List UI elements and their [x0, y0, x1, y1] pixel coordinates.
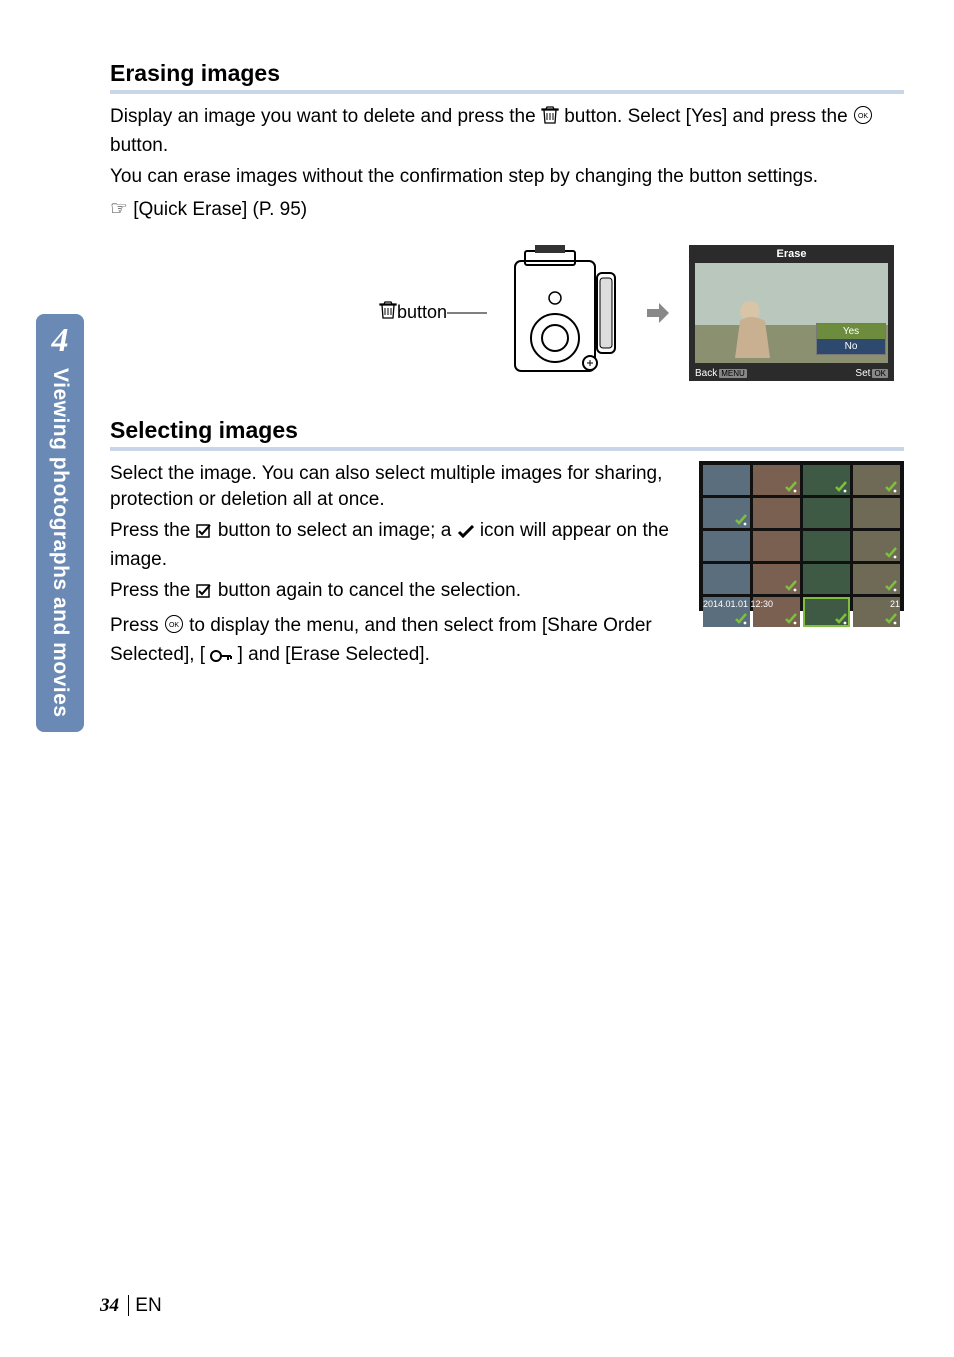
selecting-p4: Press OK to display the menu, and then s…	[110, 613, 671, 670]
check-icon	[784, 481, 798, 493]
trash-icon	[541, 105, 559, 133]
check-icon	[784, 613, 798, 625]
erasing-p1-b: button. Select [Yes] and press the	[564, 106, 853, 127]
thumb-cell[interactable]	[803, 465, 850, 495]
check-icon	[457, 521, 475, 547]
back-text: Back	[695, 368, 717, 379]
erase-dialog-footer: BackMENU SetOK	[695, 368, 888, 379]
chapter-title: Viewing photographs and movies	[48, 368, 72, 718]
sel-p2a: Press the	[110, 520, 196, 541]
erase-dialog-screen: Erase Yes No BackMENU SetOK	[689, 245, 894, 381]
arrow-right-icon	[643, 299, 671, 327]
thumb-cell[interactable]	[803, 564, 850, 594]
thumb-cell[interactable]	[703, 465, 750, 495]
check-icon	[834, 613, 848, 625]
sel-p2b: button to select an image; a	[218, 520, 457, 541]
erase-option-no[interactable]: No	[817, 339, 885, 354]
erase-back-label: BackMENU	[695, 368, 747, 379]
thumb-cell[interactable]	[703, 498, 750, 528]
thumb-cell[interactable]	[753, 498, 800, 528]
sel-p3a: Press the	[110, 580, 196, 601]
check-icon	[884, 547, 898, 559]
page-number: 34	[100, 1295, 119, 1316]
camera-illustration	[505, 243, 625, 383]
ok-badge: OK	[872, 369, 888, 378]
erasing-para-2: You can erase images without the confirm…	[110, 164, 904, 190]
check-icon	[834, 481, 848, 493]
thumb-cell[interactable]	[753, 465, 800, 495]
checkbox-icon	[196, 521, 213, 547]
sel-p4c: ] and [Erase Selected].	[238, 644, 430, 665]
sel-p3b: button again to cancel the selection.	[218, 580, 521, 601]
erasing-heading: Erasing images	[110, 60, 904, 94]
ok-button-icon: OK	[164, 614, 184, 642]
checkbox-icon	[196, 581, 213, 607]
check-icon	[734, 514, 748, 526]
erase-dialog-title: Erase	[689, 248, 894, 260]
check-icon	[884, 481, 898, 493]
chapter-number: 4	[52, 322, 69, 360]
grid-footer-date: 2014.01.01 12:30	[703, 599, 773, 609]
erasing-p1-a: Display an image you want to delete and …	[110, 106, 541, 127]
sel-p4a: Press	[110, 615, 164, 636]
thumb-cell[interactable]	[853, 564, 900, 594]
trash-button-label: button	[397, 302, 447, 323]
page-footer: 34 EN	[100, 1295, 162, 1317]
erase-dialog-menu: Yes No	[816, 323, 886, 355]
ok-button-icon: OK	[853, 105, 873, 133]
thumb-cell[interactable]	[703, 564, 750, 594]
thumb-cell[interactable]	[853, 465, 900, 495]
thumb-cell[interactable]	[853, 531, 900, 561]
menu-badge: MENU	[719, 369, 747, 378]
check-icon	[784, 580, 798, 592]
thumb-cell[interactable]	[853, 498, 900, 528]
erasing-p1-c: button.	[110, 135, 168, 156]
page: 4 Viewing photographs and movies Erasing…	[0, 0, 954, 1357]
trash-button-label-group: button	[379, 300, 487, 325]
selecting-text-block: Select the image. You can also select mu…	[110, 461, 671, 676]
trash-icon	[379, 300, 397, 325]
protect-key-icon	[210, 645, 232, 671]
selecting-row: Select the image. You can also select mu…	[110, 461, 904, 676]
grid-footer: 2014.01.01 12:30 21	[703, 599, 900, 609]
grid-footer-count: 21	[890, 599, 900, 609]
chapter-side-tab: 4 Viewing photographs and movies	[36, 314, 84, 732]
thumb-cell[interactable]	[753, 564, 800, 594]
thumb-cell[interactable]	[803, 531, 850, 561]
erase-option-yes[interactable]: Yes	[817, 324, 885, 339]
thumb-cell[interactable]	[753, 531, 800, 561]
set-text: Set	[855, 368, 870, 379]
selecting-p3: Press the button again to cancel the sel…	[110, 578, 671, 607]
erase-set-label: SetOK	[855, 368, 888, 379]
pointer-icon: ☞	[110, 198, 128, 220]
selecting-heading: Selecting images	[110, 417, 904, 451]
check-icon	[884, 613, 898, 625]
thumb-cell[interactable]	[803, 498, 850, 528]
selecting-p2: Press the button to select an image; a i…	[110, 518, 671, 572]
svg-text:OK: OK	[169, 622, 179, 629]
check-icon	[884, 580, 898, 592]
leader-line	[447, 309, 487, 317]
erasing-ref-text: [Quick Erase] (P. 95)	[133, 199, 307, 220]
erasing-ref: ☞ [Quick Erase] (P. 95)	[110, 196, 904, 223]
page-lang: EN	[128, 1295, 161, 1316]
thumbnail-grid-screen: 2014.01.01 12:30 21	[699, 461, 904, 611]
thumb-cell[interactable]	[703, 531, 750, 561]
svg-text:OK: OK	[858, 113, 868, 120]
erasing-para-1: Display an image you want to delete and …	[110, 104, 904, 158]
erase-figure-row: button Erase	[110, 243, 904, 383]
selecting-p1: Select the image. You can also select mu…	[110, 461, 671, 512]
check-icon	[734, 613, 748, 625]
